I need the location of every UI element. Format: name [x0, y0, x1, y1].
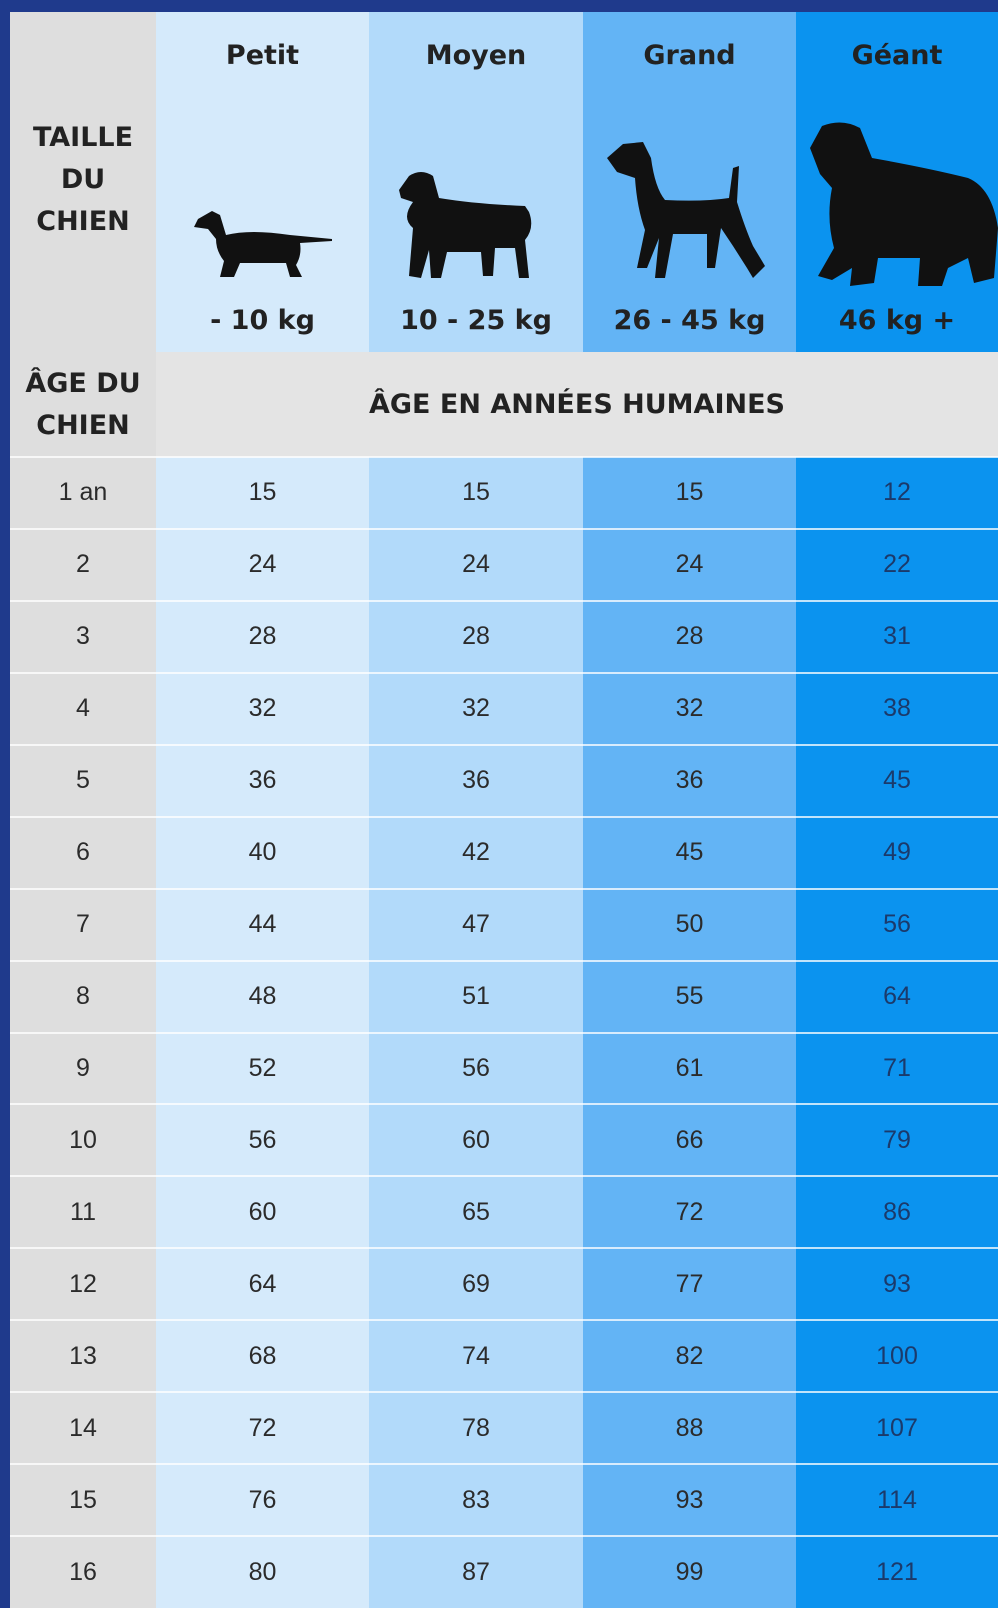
column-weight: - 10 kg [156, 295, 369, 345]
human-age-cell: 69 [369, 1248, 583, 1320]
human-age-cell: 44 [156, 889, 369, 961]
human-age-cell: 88 [583, 1392, 796, 1464]
human-age-cell: 78 [369, 1392, 583, 1464]
column-name: Moyen [369, 30, 583, 80]
age-cell: 4 [10, 673, 156, 745]
human-age-cell: 68 [156, 1320, 369, 1392]
human-age-cell: 15 [583, 457, 796, 529]
age-cell: 11 [10, 1176, 156, 1248]
dog-giant [808, 118, 998, 293]
human-age-cell: 56 [796, 889, 998, 961]
dog-small [190, 205, 335, 285]
human-age-cell: 77 [583, 1248, 796, 1320]
age-cell: 7 [10, 889, 156, 961]
human-age-cell: 114 [796, 1464, 998, 1536]
human-age-cell: 74 [369, 1320, 583, 1392]
human-age-cell: 28 [156, 601, 369, 673]
human-age-cell: 55 [583, 961, 796, 1033]
human-age-cell: 61 [583, 1033, 796, 1105]
human-age-cell: 38 [796, 673, 998, 745]
human-age-cell: 64 [156, 1248, 369, 1320]
human-age-cell: 22 [796, 529, 998, 601]
human-age-cell: 32 [369, 673, 583, 745]
age-cell: 9 [10, 1033, 156, 1105]
human-age-cell: 24 [369, 529, 583, 601]
human-age-cell: 40 [156, 817, 369, 889]
column-weight: 10 - 25 kg [369, 295, 583, 345]
age-cell: 1 an [10, 457, 156, 529]
human-age-cell: 52 [156, 1033, 369, 1105]
age-cell: 15 [10, 1464, 156, 1536]
human-age-cell: 99 [583, 1536, 796, 1608]
human-age-cell: 107 [796, 1392, 998, 1464]
human-age-label: ÂGE EN ANNÉES HUMAINES [156, 352, 998, 457]
human-age-cell: 72 [156, 1392, 369, 1464]
human-age-cell: 86 [796, 1176, 998, 1248]
age-cell: 3 [10, 601, 156, 673]
age-label: ÂGE DU CHIEN [10, 352, 156, 457]
column-weight: 46 kg + [796, 295, 998, 345]
column-name: Géant [796, 30, 998, 80]
human-age-cell: 87 [369, 1536, 583, 1608]
column-weight: 26 - 45 kg [583, 295, 796, 345]
age-cell: 12 [10, 1248, 156, 1320]
human-age-cell: 32 [156, 673, 369, 745]
human-age-cell: 71 [796, 1033, 998, 1105]
human-age-cell: 51 [369, 961, 583, 1033]
column-name: Petit [156, 30, 369, 80]
human-age-cell: 56 [156, 1104, 369, 1176]
human-age-cell: 66 [583, 1104, 796, 1176]
human-age-cell: 24 [583, 529, 796, 601]
dog-large [603, 138, 773, 288]
age-cell: 10 [10, 1104, 156, 1176]
human-age-cell: 100 [796, 1320, 998, 1392]
human-age-cell: 36 [156, 745, 369, 817]
human-age-cell: 24 [156, 529, 369, 601]
human-age-cell: 64 [796, 961, 998, 1033]
human-age-cell: 82 [583, 1320, 796, 1392]
human-age-cell: 36 [583, 745, 796, 817]
human-age-cell: 76 [156, 1464, 369, 1536]
human-age-cell: 48 [156, 961, 369, 1033]
human-age-cell: 42 [369, 817, 583, 889]
human-age-cell: 65 [369, 1176, 583, 1248]
human-age-cell: 93 [796, 1248, 998, 1320]
column-name: Grand [583, 30, 796, 80]
human-age-cell: 45 [796, 745, 998, 817]
human-age-cell: 79 [796, 1104, 998, 1176]
human-age-cell: 72 [583, 1176, 796, 1248]
human-age-cell: 50 [583, 889, 796, 961]
human-age-cell: 83 [369, 1464, 583, 1536]
page: TAILLE DU CHIEN ÂGE DU CHIENÂGE EN ANNÉES… [0, 0, 998, 1608]
human-age-cell: 121 [796, 1536, 998, 1608]
human-age-cell: 32 [583, 673, 796, 745]
dog-medium [395, 168, 545, 286]
human-age-cell: 45 [583, 817, 796, 889]
human-age-cell: 15 [156, 457, 369, 529]
age-cell: 14 [10, 1392, 156, 1464]
age-cell: 16 [10, 1536, 156, 1608]
human-age-cell: 36 [369, 745, 583, 817]
human-age-cell: 28 [583, 601, 796, 673]
age-cell: 2 [10, 529, 156, 601]
human-age-cell: 60 [156, 1176, 369, 1248]
age-cell: 6 [10, 817, 156, 889]
human-age-cell: 15 [369, 457, 583, 529]
size-label: TAILLE DU CHIEN [10, 100, 156, 260]
human-age-cell: 60 [369, 1104, 583, 1176]
human-age-cell: 93 [583, 1464, 796, 1536]
age-cell: 8 [10, 961, 156, 1033]
age-cell: 5 [10, 745, 156, 817]
human-age-cell: 49 [796, 817, 998, 889]
human-age-cell: 47 [369, 889, 583, 961]
human-age-cell: 80 [156, 1536, 369, 1608]
human-age-cell: 12 [796, 457, 998, 529]
age-cell: 13 [10, 1320, 156, 1392]
human-age-cell: 56 [369, 1033, 583, 1105]
human-age-cell: 31 [796, 601, 998, 673]
human-age-cell: 28 [369, 601, 583, 673]
